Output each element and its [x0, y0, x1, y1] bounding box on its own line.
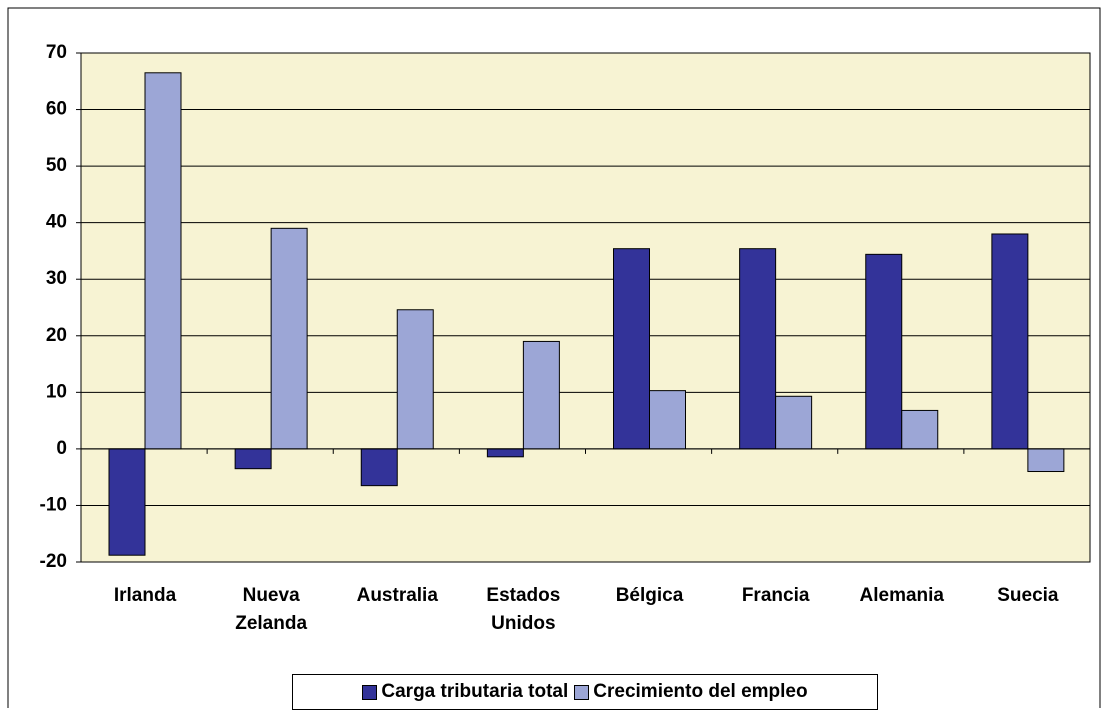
y-tick-label: 50	[46, 155, 67, 176]
legend-swatch	[362, 684, 378, 700]
y-tick-label: -10	[40, 494, 67, 515]
legend-item: Crecimiento del empleo	[574, 681, 808, 703]
y-tick-label: 40	[46, 212, 67, 233]
bar	[360, 448, 398, 487]
bar	[234, 448, 272, 470]
bar	[270, 227, 308, 450]
y-tick-label: 70	[46, 42, 67, 63]
bar	[649, 390, 686, 450]
bar	[613, 248, 650, 450]
legend: Carga tributaria total Crecimiento del em…	[292, 674, 878, 710]
x-tick-label: Francia	[741, 585, 810, 606]
x-tick-label: Irlanda	[113, 585, 177, 606]
x-tick-label: Bélgica	[615, 585, 684, 606]
x-tick-label: Estados Unidos	[486, 585, 561, 634]
legend-item: Carga tributaria total	[362, 681, 568, 703]
chart-frame	[7, 7, 1101, 708]
bar	[775, 395, 813, 450]
y-tick-label: 30	[46, 268, 67, 289]
x-tick-label: Australia	[356, 585, 438, 606]
bar	[522, 340, 560, 450]
bar	[396, 309, 434, 450]
x-tick-label: Nueva Zelanda	[235, 585, 308, 634]
y-tick-label: 0	[56, 438, 67, 459]
bar	[108, 448, 146, 556]
x-tick-label: Alemania	[859, 585, 944, 606]
bar	[486, 448, 524, 458]
y-tick-label: 60	[46, 99, 67, 120]
y-tick-label: -20	[40, 551, 67, 572]
plot-border	[80, 52, 1091, 563]
legend-label: Carga tributaria total	[381, 681, 569, 702]
legend-label: Crecimiento del empleo	[593, 681, 808, 702]
y-tick-label: 10	[46, 381, 67, 402]
legend-swatch	[574, 684, 590, 700]
bar	[901, 409, 939, 450]
bar	[991, 233, 1029, 450]
bar	[144, 72, 182, 450]
plot-area	[81, 53, 1090, 562]
bar	[865, 253, 903, 450]
bar	[1027, 448, 1065, 473]
x-tick-label: Suecia	[997, 585, 1059, 606]
y-tick-label: 20	[46, 325, 67, 346]
bar	[739, 248, 777, 450]
